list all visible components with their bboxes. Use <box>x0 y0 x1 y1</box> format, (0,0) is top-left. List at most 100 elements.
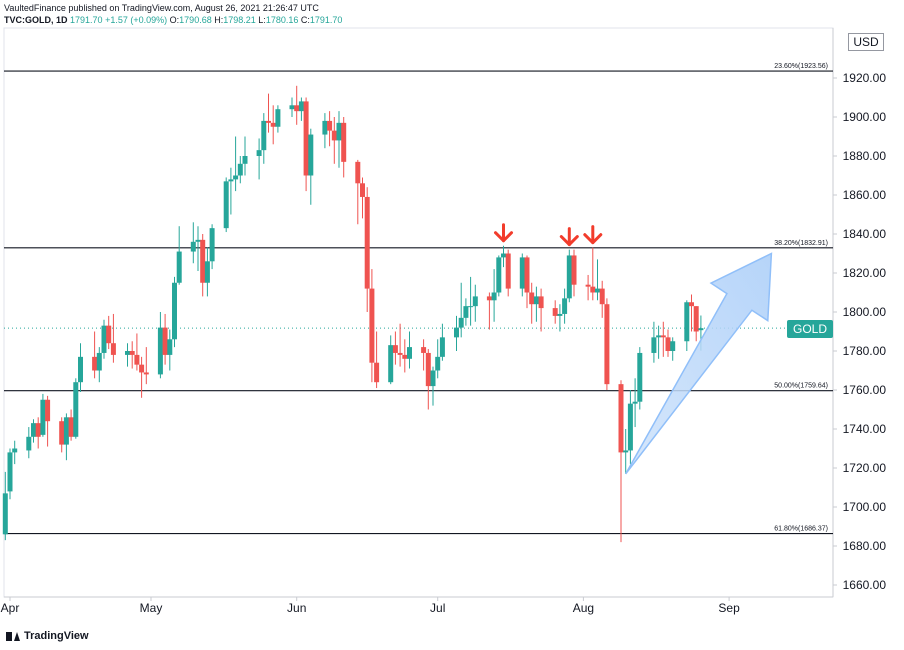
red-down-arrow <box>559 227 579 247</box>
candle-body <box>501 253 506 258</box>
candle-body <box>463 306 469 318</box>
candle-body <box>392 345 398 353</box>
fib-label: 61.80%(1686.37) <box>774 526 828 533</box>
candle-body <box>425 352 431 387</box>
candle-body <box>35 423 41 437</box>
close-label: C: <box>300 15 310 25</box>
candle-body <box>172 282 177 340</box>
x-tick-label: Jul <box>430 601 445 615</box>
y-tick-label: 1860.00 <box>843 188 887 202</box>
candle-body <box>637 352 643 402</box>
fib-label: 23.60%(1923.56) <box>774 63 828 70</box>
gold-price-tag: GOLD <box>787 320 833 338</box>
candle-body <box>275 109 281 127</box>
candle-body <box>407 347 412 359</box>
candle-body <box>533 296 539 305</box>
x-tick-label: Apr <box>1 601 20 615</box>
y-tick-label: 1820.00 <box>843 266 887 280</box>
candle-body <box>684 302 690 342</box>
candle-body <box>195 239 201 242</box>
high-label: H: <box>214 15 224 25</box>
candle-body <box>557 313 563 316</box>
red-arrow-head <box>583 233 603 245</box>
candle-body <box>355 161 361 184</box>
candle-body <box>599 288 605 305</box>
candle-body <box>68 417 74 437</box>
red-arrow-head <box>494 231 513 243</box>
x-tick-label: Sep <box>718 601 740 615</box>
fib-label: 50.00%(1759.64) <box>774 383 828 390</box>
candle-body <box>439 337 445 357</box>
candle-body <box>402 354 408 359</box>
annotations <box>494 223 773 475</box>
last-price: 1791.70 <box>70 15 103 25</box>
candle-body <box>59 421 65 445</box>
publisher-line: VaultedFinance published on TradingView.… <box>4 3 319 14</box>
candle-body <box>590 286 596 293</box>
candles <box>2 85 704 543</box>
blue-up-arrow <box>625 252 773 475</box>
candle-body <box>143 372 149 375</box>
candle-body <box>73 382 79 437</box>
candle-body <box>632 401 638 404</box>
candle-body <box>209 228 215 262</box>
candle-body <box>435 356 441 371</box>
candle-body <box>31 423 36 437</box>
candle-body <box>7 452 13 492</box>
candle-body <box>26 436 32 451</box>
candle-body <box>92 356 98 371</box>
y-tick-label: 1660.00 <box>843 578 887 592</box>
candle-body <box>651 337 657 353</box>
price-change: +1.57 (+0.09%) <box>105 15 168 25</box>
candle-body <box>256 150 262 156</box>
red-down-arrow <box>494 223 513 243</box>
tradingview-logo[interactable]: TradingView <box>6 630 89 642</box>
candle-body <box>303 101 309 176</box>
y-tick-label: 1720.00 <box>843 461 887 475</box>
candle-body <box>270 122 276 127</box>
candle-body <box>289 105 295 110</box>
candle-body <box>157 327 163 375</box>
y-tick-label: 1740.00 <box>843 422 887 436</box>
candle-body <box>472 296 478 307</box>
candle-body <box>331 130 337 141</box>
candle-body <box>693 306 699 332</box>
y-tick-label: 1880.00 <box>843 149 887 163</box>
candle-body <box>604 304 610 385</box>
candle-body <box>139 364 145 373</box>
candle-body <box>12 448 18 453</box>
candle-body <box>566 255 572 299</box>
candle-body <box>162 327 168 355</box>
candle-body <box>176 251 182 283</box>
y-tick-label: 1780.00 <box>843 344 887 358</box>
currency-badge[interactable]: USD <box>848 33 884 51</box>
candle-body <box>660 335 666 338</box>
candle-body <box>689 302 694 307</box>
candle-body <box>237 163 243 176</box>
tradingview-logo-icon <box>6 631 20 641</box>
candle-body <box>96 352 102 371</box>
candle-body <box>656 335 662 338</box>
brand-label: TradingView <box>24 630 89 642</box>
candle-body <box>78 356 83 383</box>
y-tick-label: 1840.00 <box>843 227 887 241</box>
candle-body <box>618 384 624 453</box>
candle-body <box>374 362 380 383</box>
candle-body <box>341 122 347 162</box>
candle-body <box>571 255 577 285</box>
red-down-arrow <box>583 225 603 245</box>
candle-body <box>369 288 375 363</box>
candle-body <box>585 284 591 287</box>
candle-body <box>336 122 342 141</box>
time-axis[interactable]: Apr May Jun Jul Aug Sep <box>1 596 833 615</box>
candle-body <box>623 450 629 453</box>
price-axis[interactable]: 1660.00 1680.00 1700.00 1720.00 1740.00 1760.… <box>833 71 886 592</box>
y-tick-label: 1760.00 <box>843 383 887 397</box>
candle-body <box>125 351 130 355</box>
candle-body <box>496 257 502 293</box>
y-tick-label: 1800.00 <box>843 305 887 319</box>
candle-body <box>167 339 173 355</box>
candle-body <box>223 181 229 229</box>
candle-body <box>486 296 492 301</box>
